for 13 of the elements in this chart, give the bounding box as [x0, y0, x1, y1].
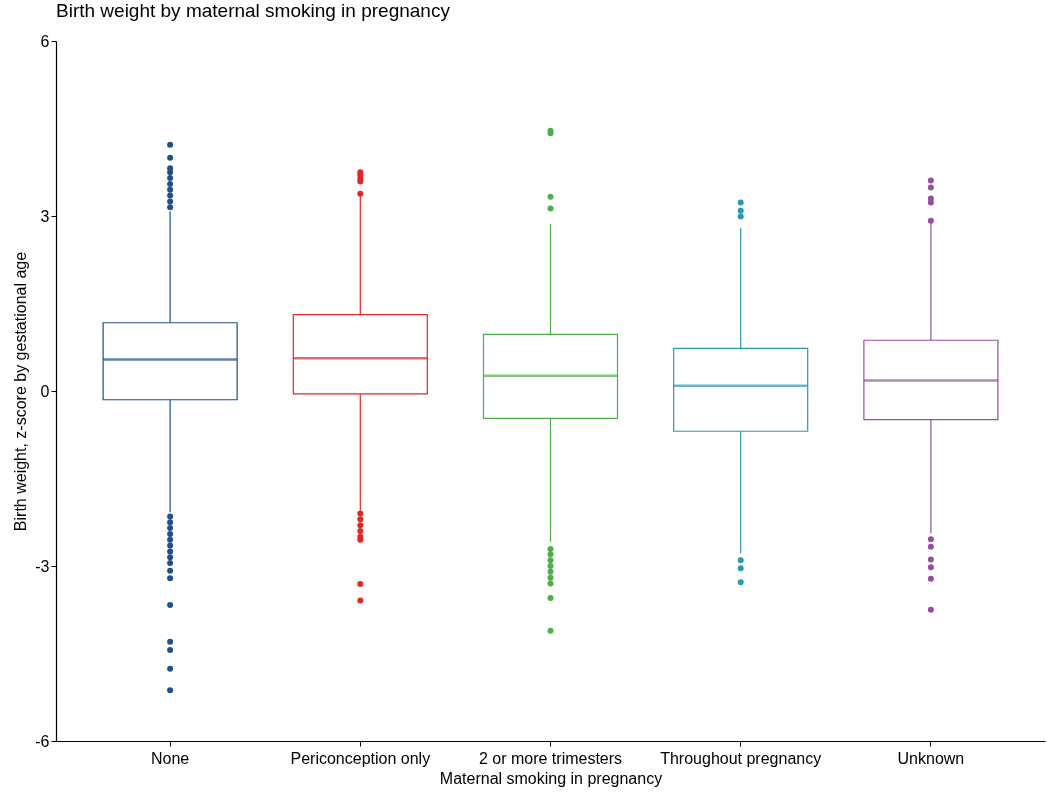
x-tick-label: Throughout pregnancy	[660, 749, 822, 767]
x-tick-label: Unknown	[897, 749, 965, 767]
y-axis-title: Birth weight, z-score by gestational age	[12, 251, 30, 532]
x-axis-title: Maternal smoking in pregnancy	[439, 769, 663, 787]
y-tick-label: 3	[40, 207, 50, 225]
chart-title: Birth weight by maternal smoking in pregnancy	[56, 0, 451, 21]
y-tick-label: 6	[40, 32, 50, 50]
y-tick-label: -6	[35, 732, 50, 750]
y-tick-label: 0	[40, 382, 50, 400]
x-tick-label: 2 or more trimesters	[478, 749, 623, 767]
y-tick-label: -3	[35, 557, 50, 575]
x-tick-label: Periconception only	[290, 749, 431, 767]
x-tick-label: None	[150, 749, 190, 767]
